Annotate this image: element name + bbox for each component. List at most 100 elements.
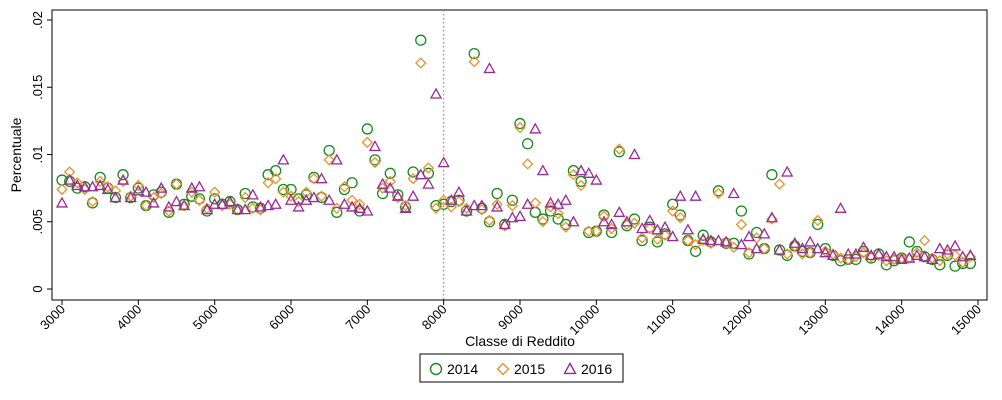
point-2016 (254, 200, 267, 212)
point-2015 (521, 158, 534, 170)
point-2016 (71, 179, 84, 191)
point-2014 (934, 259, 946, 271)
point-2014 (720, 237, 732, 249)
point-2015 (399, 199, 412, 212)
point-2016 (582, 166, 595, 178)
point-2015 (582, 225, 595, 237)
point-2016 (284, 193, 298, 205)
point-2016 (216, 197, 229, 209)
point-2015 (773, 178, 786, 190)
point-2016 (498, 218, 511, 230)
point-2014 (598, 209, 610, 221)
point-2016 (544, 196, 557, 208)
point-2015 (605, 222, 618, 235)
point-2015 (811, 214, 824, 227)
legend-label-2016: 2016 (581, 361, 612, 377)
point-2015 (628, 217, 641, 229)
point-2014 (94, 171, 106, 184)
point-2016 (605, 218, 618, 230)
point-2015 (415, 57, 427, 69)
point-2016 (857, 240, 870, 252)
point-2015 (247, 202, 259, 215)
point-2015 (598, 210, 610, 223)
point-2016 (109, 191, 122, 203)
point-2016 (353, 201, 366, 213)
point-2015 (918, 234, 931, 247)
point-2016 (636, 222, 649, 234)
point-2014 (300, 189, 312, 201)
point-2016 (147, 196, 160, 208)
legend-label-2015: 2015 (514, 361, 545, 377)
point-2016 (826, 249, 840, 261)
point-2015 (94, 175, 106, 188)
point-2014 (86, 197, 99, 209)
point-2016 (323, 193, 336, 205)
point-2014 (415, 34, 427, 46)
point-2016 (178, 199, 191, 211)
point-2015 (56, 183, 68, 196)
point-2014 (667, 198, 679, 210)
point-2015 (270, 172, 282, 185)
point-2016 (689, 189, 702, 201)
point-2015 (682, 234, 694, 247)
point-2016 (422, 177, 435, 189)
point-2016 (239, 203, 252, 215)
point-2015 (109, 185, 122, 197)
point-2016 (658, 220, 672, 232)
point-2014 (331, 206, 343, 218)
point-2016 (697, 232, 710, 244)
point-2014 (712, 185, 725, 197)
point-2015 (491, 198, 503, 210)
point-2015 (300, 186, 312, 198)
y-axis: 0 .005 .01 .015 .02 (30, 11, 52, 293)
point-2016 (865, 249, 878, 261)
point-2016 (345, 200, 359, 212)
point-2014 (483, 216, 496, 228)
point-2016 (559, 193, 572, 205)
point-2014 (201, 205, 213, 217)
point-2015 (537, 216, 549, 228)
point-2014 (605, 226, 618, 239)
point-2014 (735, 205, 748, 217)
point-2015 (193, 194, 206, 206)
point-2016 (735, 238, 748, 250)
point-2014 (628, 213, 641, 225)
point-2015 (376, 182, 389, 194)
point-2015 (712, 187, 725, 200)
point-2016 (307, 191, 321, 203)
point-2016 (704, 234, 717, 246)
point-2016 (185, 181, 198, 193)
point-2016 (391, 189, 404, 201)
point-2014 (254, 202, 267, 214)
point-2016 (803, 235, 817, 247)
point-2015 (674, 211, 687, 224)
point-2016 (681, 223, 695, 235)
point-2014 (277, 183, 290, 196)
y-tick-label: .015 (30, 75, 45, 100)
point-2014 (949, 260, 961, 272)
point-2016 (468, 199, 481, 211)
point-2014 (468, 47, 480, 60)
point-2016 (796, 242, 809, 254)
point-2014 (491, 187, 503, 200)
point-2015 (346, 194, 358, 206)
legend-label-2014: 2014 (447, 361, 478, 377)
point-2016 (300, 193, 313, 205)
legend-marker-2016 (563, 362, 577, 375)
point-2015 (315, 190, 328, 202)
point-2016 (666, 230, 679, 242)
point-2015 (86, 195, 99, 208)
point-2015 (911, 246, 923, 259)
point-2016 (162, 200, 175, 212)
point-2016 (643, 214, 656, 226)
point-2015 (208, 186, 221, 198)
point-2015 (102, 181, 114, 193)
point-2016 (948, 239, 962, 251)
point-2016 (63, 173, 76, 185)
point-2015 (468, 55, 480, 68)
point-2015 (590, 225, 603, 237)
point-2016 (376, 177, 389, 189)
point-2016 (460, 204, 473, 216)
point-2015 (308, 172, 320, 185)
point-2014 (186, 190, 198, 202)
